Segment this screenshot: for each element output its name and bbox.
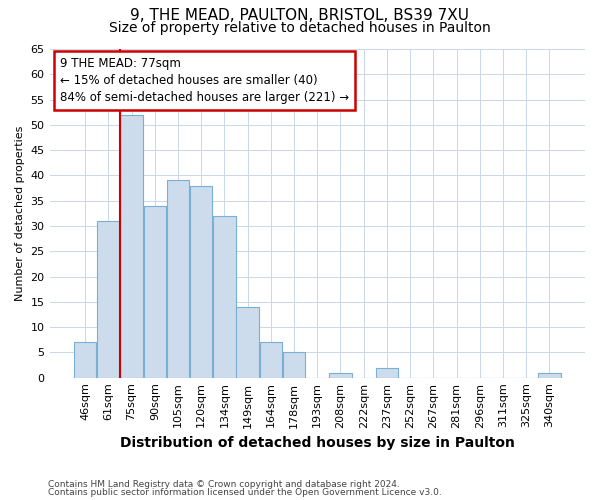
Text: Size of property relative to detached houses in Paulton: Size of property relative to detached ho…	[109, 21, 491, 35]
Bar	[376, 368, 398, 378]
Bar	[213, 216, 236, 378]
Bar	[283, 352, 305, 378]
Y-axis label: Number of detached properties: Number of detached properties	[15, 126, 25, 301]
Bar	[143, 206, 166, 378]
Bar	[97, 221, 119, 378]
Text: Contains public sector information licensed under the Open Government Licence v3: Contains public sector information licen…	[48, 488, 442, 497]
X-axis label: Distribution of detached houses by size in Paulton: Distribution of detached houses by size …	[120, 436, 515, 450]
Text: 9 THE MEAD: 77sqm
← 15% of detached houses are smaller (40)
84% of semi-detached: 9 THE MEAD: 77sqm ← 15% of detached hous…	[60, 57, 349, 104]
Bar	[74, 342, 97, 378]
Bar	[190, 186, 212, 378]
Bar	[329, 372, 352, 378]
Text: Contains HM Land Registry data © Crown copyright and database right 2024.: Contains HM Land Registry data © Crown c…	[48, 480, 400, 489]
Bar	[538, 372, 560, 378]
Text: 9, THE MEAD, PAULTON, BRISTOL, BS39 7XU: 9, THE MEAD, PAULTON, BRISTOL, BS39 7XU	[131, 8, 470, 22]
Bar	[236, 307, 259, 378]
Bar	[167, 180, 189, 378]
Bar	[260, 342, 282, 378]
Bar	[121, 114, 143, 378]
